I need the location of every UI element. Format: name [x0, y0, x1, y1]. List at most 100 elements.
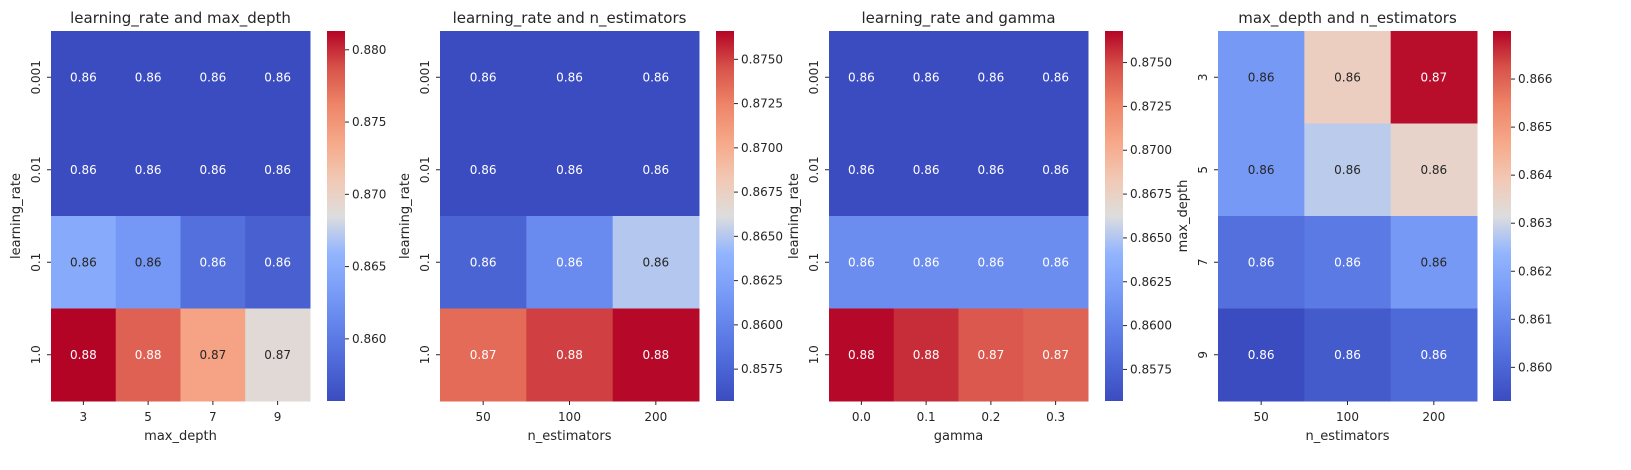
- heatmap-cell: [893, 31, 959, 124]
- colorbar-tick-label: 0.865: [352, 260, 386, 274]
- y-tick-label: 0.1: [418, 253, 432, 272]
- cell-annotation: 0.86: [978, 255, 1005, 269]
- heatmap-cell: [440, 31, 527, 124]
- cell-annotation: 0.86: [1420, 255, 1447, 269]
- x-tick-label: 200: [644, 410, 667, 424]
- y-tick-label: 1.0: [29, 345, 43, 364]
- heatmap-cell: [115, 308, 181, 402]
- colorbar-tick-label: 0.8675: [1130, 187, 1172, 201]
- cell-annotation: 0.86: [70, 70, 97, 84]
- colorbar-tick-label: 0.8600: [741, 318, 783, 332]
- heatmap-cell: [958, 308, 1024, 402]
- x-axis-label: n_estimators: [527, 429, 611, 444]
- cell-annotation: 0.86: [556, 255, 583, 269]
- colorbar-tick-label: 0.860: [1518, 360, 1552, 374]
- heatmap-cell: [829, 31, 895, 124]
- heatmap-cell: [1390, 31, 1478, 124]
- cell-annotation: 0.86: [200, 70, 227, 84]
- heatmap-cell: [1218, 308, 1305, 402]
- heatmap-cell: [1023, 123, 1089, 217]
- heatmap-title: learning_rate and n_estimators: [453, 9, 687, 28]
- cell-annotation: 0.86: [1248, 70, 1275, 84]
- colorbar-tick-label: 0.8575: [1130, 362, 1172, 376]
- heatmap-cell: [829, 123, 895, 217]
- x-tick-label: 0.2: [981, 410, 1000, 424]
- cell-annotation: 0.86: [1334, 348, 1361, 362]
- x-axis-label: max_depth: [144, 429, 217, 444]
- heatmap-cell: [1390, 216, 1478, 309]
- heatmap-cell: [1023, 308, 1089, 402]
- cell-annotation: 0.86: [1248, 255, 1275, 269]
- heatmap-cell: [115, 31, 181, 124]
- cell-annotation: 0.86: [1420, 348, 1447, 362]
- x-tick-label: 0.0: [852, 410, 871, 424]
- heatmap-cell: [612, 308, 700, 402]
- heatmap-cell: [1304, 31, 1392, 124]
- cell-annotation: 0.86: [978, 163, 1005, 177]
- cell-annotation: 0.88: [848, 348, 875, 362]
- heatmap-cell: [245, 123, 311, 217]
- cell-annotation: 0.86: [1042, 70, 1069, 84]
- cell-annotation: 0.86: [264, 70, 291, 84]
- x-tick-label: 9: [274, 410, 282, 424]
- heatmap-cell: [893, 123, 959, 217]
- x-tick-label: 5: [144, 410, 152, 424]
- cell-annotation: 0.86: [913, 70, 940, 84]
- cell-annotation: 0.86: [642, 70, 669, 84]
- y-tick-label: 3: [1196, 73, 1210, 81]
- heatmap-cell: [180, 123, 246, 217]
- heatmap-cell: [1304, 216, 1392, 309]
- cell-annotation: 0.88: [70, 348, 97, 362]
- colorbar-tick-label: 0.863: [1518, 216, 1552, 230]
- heatmap-cell: [51, 31, 117, 124]
- x-tick-label: 50: [476, 410, 491, 424]
- heatmap-cell: [1390, 308, 1478, 402]
- x-tick-label: 100: [1336, 410, 1359, 424]
- heatmap-cell: [893, 216, 959, 309]
- cell-annotation: 0.86: [200, 163, 227, 177]
- heatmap-cell: [115, 123, 181, 217]
- colorbar-tick-label: 0.8725: [1130, 99, 1172, 113]
- y-tick-label: 0.01: [418, 156, 432, 183]
- colorbar-tick-label: 0.880: [352, 43, 386, 57]
- y-axis-label: learning_rate: [9, 173, 24, 259]
- cell-annotation: 0.86: [470, 163, 497, 177]
- heatmap-cell: [51, 216, 117, 309]
- heatmap-cell: [245, 216, 311, 309]
- heatmap-cell: [1023, 31, 1089, 124]
- y-tick-label: 7: [1196, 258, 1210, 266]
- colorbar-tick-label: 0.8600: [1130, 319, 1172, 333]
- cell-annotation: 0.86: [642, 255, 669, 269]
- heatmap-cell: [245, 31, 311, 124]
- colorbar: [327, 31, 345, 401]
- cell-annotation: 0.86: [556, 70, 583, 84]
- heatmap-cell: [893, 308, 959, 402]
- x-tick-label: 100: [558, 410, 581, 424]
- x-tick-label: 200: [1422, 410, 1445, 424]
- y-tick-label: 0.001: [807, 60, 821, 94]
- cell-annotation: 0.87: [200, 348, 227, 362]
- cell-annotation: 0.86: [1248, 163, 1275, 177]
- cell-annotation: 0.86: [200, 255, 227, 269]
- heatmap-cell: [180, 31, 246, 124]
- cell-annotation: 0.88: [642, 348, 669, 362]
- colorbar-tick-label: 0.864: [1518, 168, 1552, 182]
- cell-annotation: 0.86: [135, 163, 162, 177]
- cell-annotation: 0.86: [848, 70, 875, 84]
- cell-annotation: 0.86: [1420, 163, 1447, 177]
- colorbar-tick-label: 0.8700: [741, 141, 783, 155]
- x-tick-label: 3: [80, 410, 88, 424]
- heatmap-cell: [526, 31, 614, 124]
- cell-annotation: 0.87: [1420, 70, 1447, 84]
- colorbar-tick-label: 0.862: [1518, 264, 1552, 278]
- colorbar-tick-label: 0.8750: [741, 52, 783, 66]
- heatmap-cell: [612, 31, 700, 124]
- colorbar-tick-label: 0.8650: [741, 229, 783, 243]
- colorbar-tick-label: 0.861: [1518, 312, 1552, 326]
- cell-annotation: 0.86: [1248, 348, 1275, 362]
- colorbar-tick-label: 0.8625: [741, 274, 783, 288]
- colorbar: [1493, 31, 1511, 401]
- heatmap-cell: [958, 31, 1024, 124]
- cell-annotation: 0.86: [264, 255, 291, 269]
